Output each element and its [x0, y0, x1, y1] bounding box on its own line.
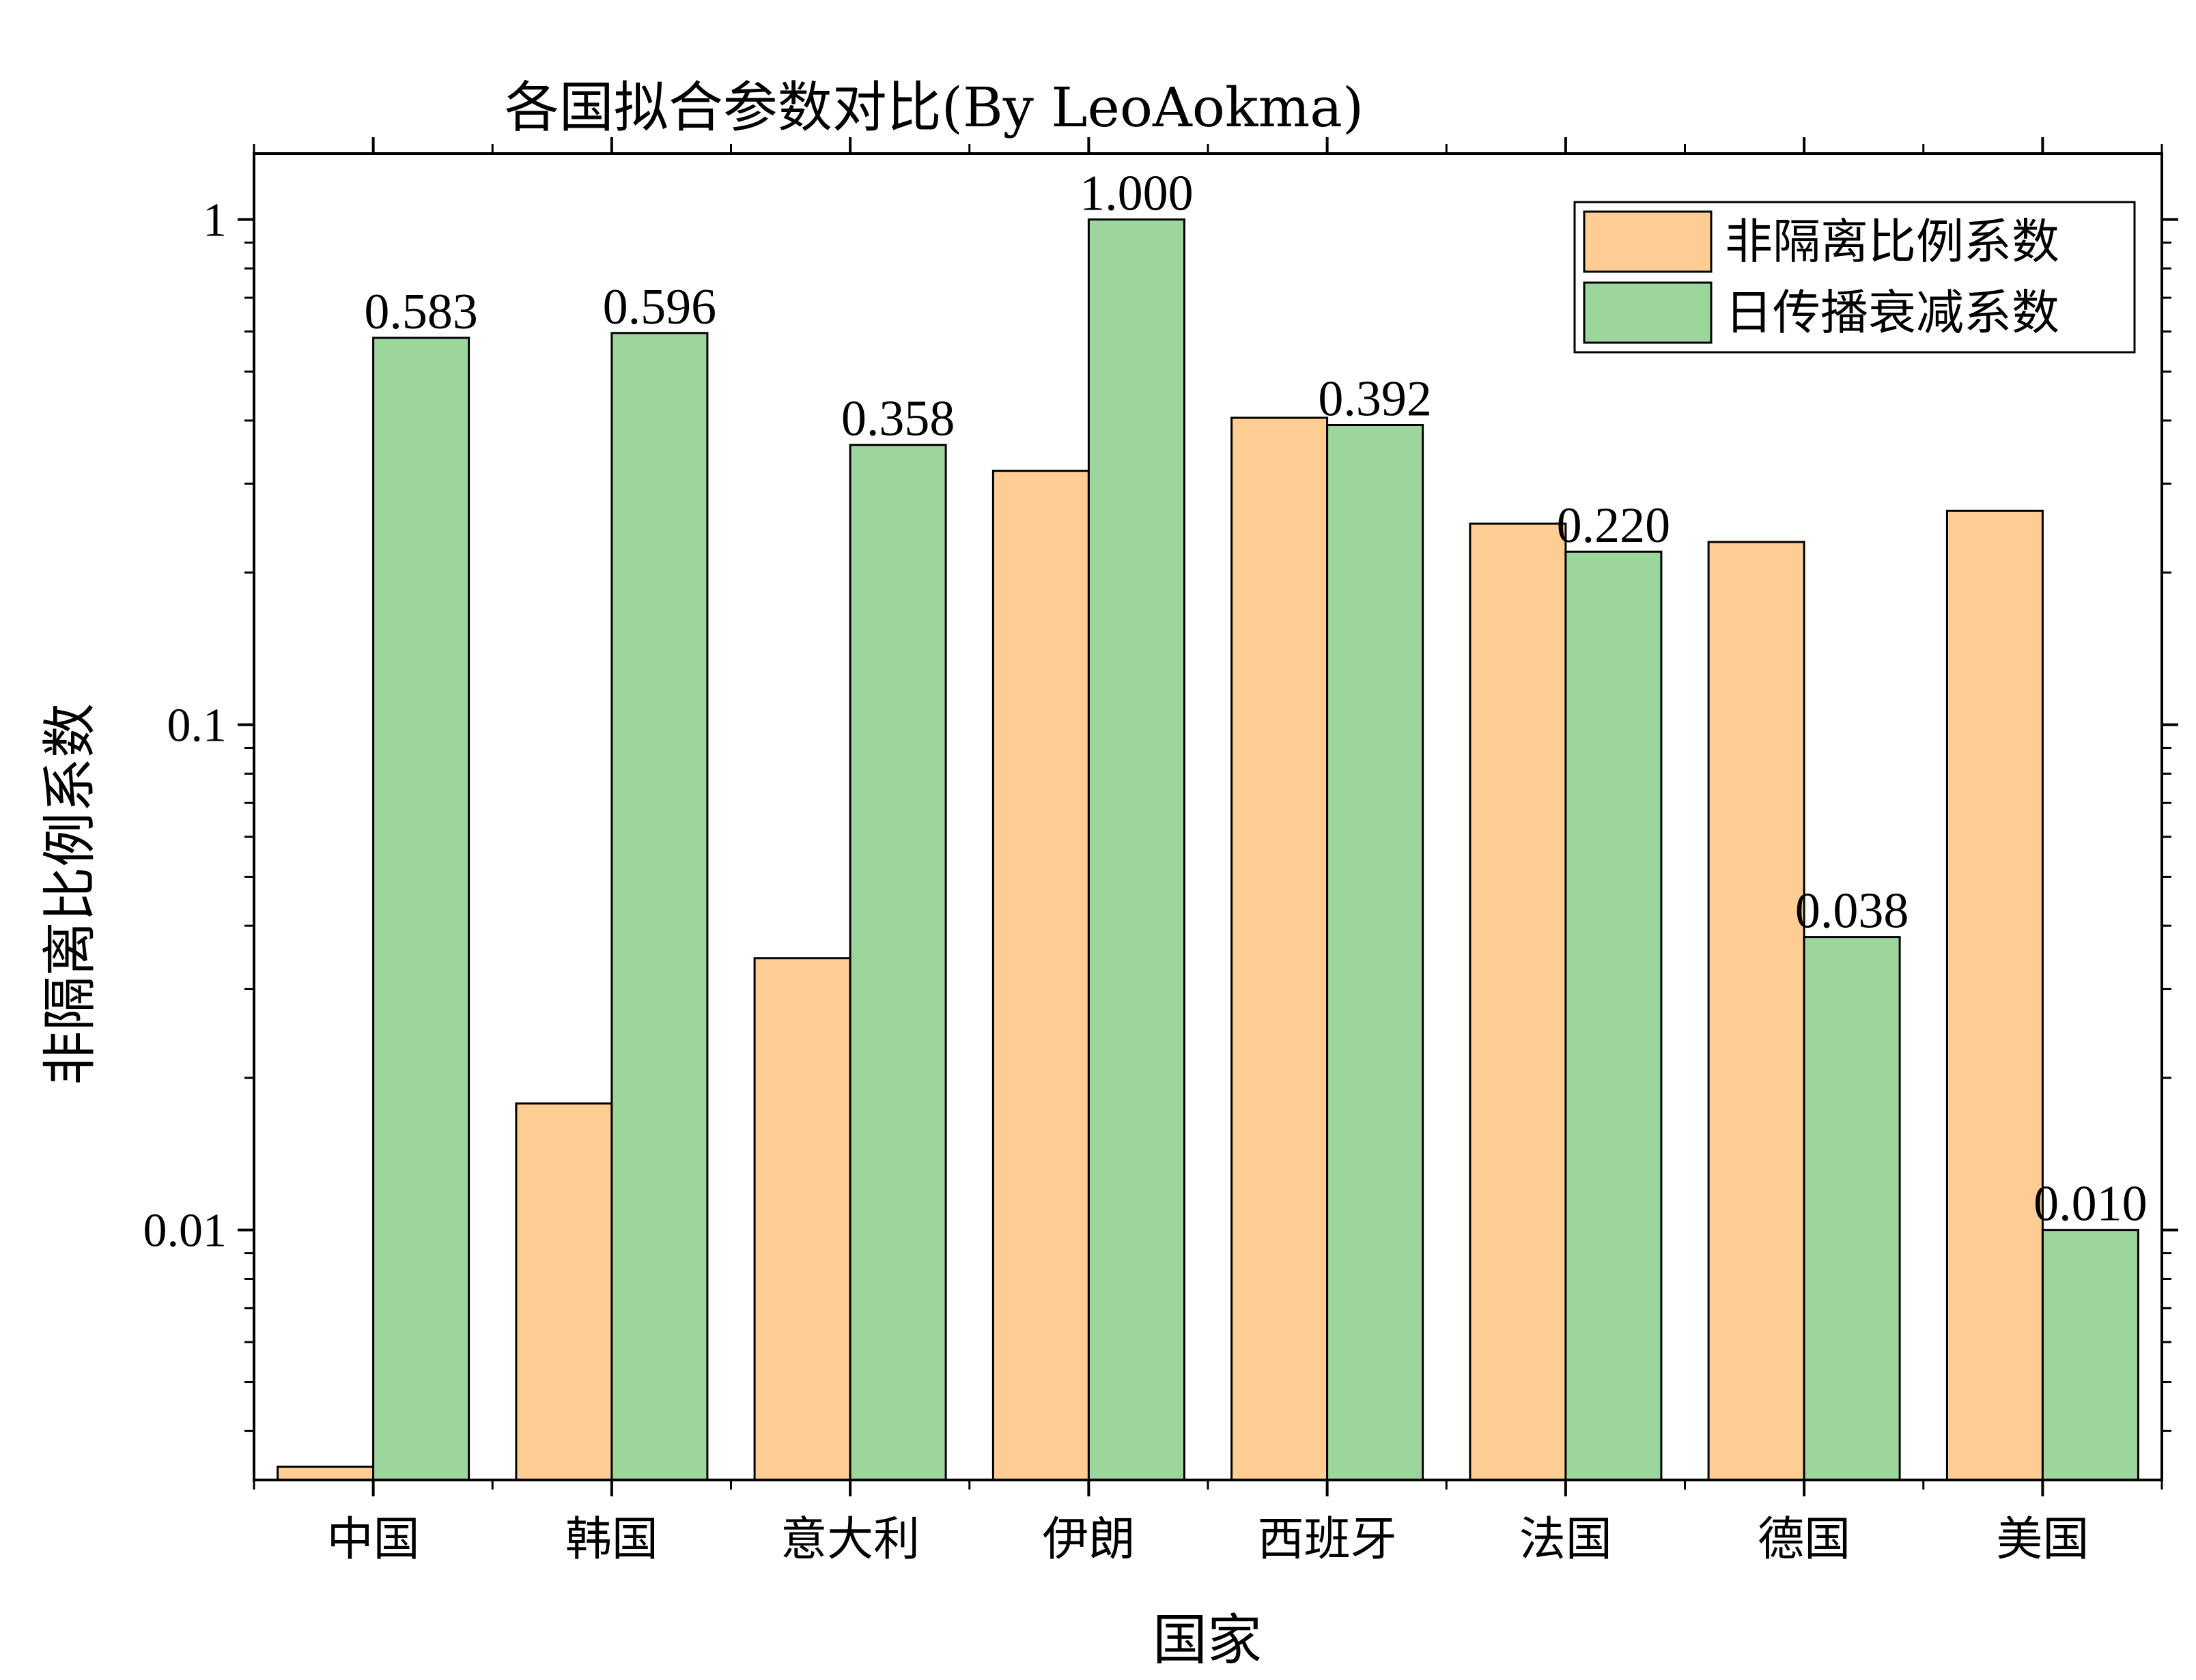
y-tick-label: 0.1	[167, 700, 227, 752]
bar-nonisolation-7	[1945, 509, 2044, 1481]
bar-daily-decay-5	[1564, 550, 1663, 1481]
y-axis-title: 非隔离比例系数	[38, 703, 102, 1085]
y-tick-label: 1	[203, 194, 227, 246]
data-label-2: 0.358	[841, 391, 955, 447]
data-label-7: 0.010	[2033, 1176, 2148, 1232]
x-axis-title: 国家	[1153, 1608, 1262, 1672]
bar-nonisolation-5	[1469, 522, 1567, 1481]
bar-daily-decay-1	[610, 332, 709, 1481]
x-tick-label-2: 意大利	[780, 1513, 920, 1567]
x-tick-label-7: 美国	[1996, 1513, 2089, 1567]
x-tick-label-6: 德国	[1758, 1513, 1850, 1567]
bar-nonisolation-2	[753, 957, 851, 1481]
axes-layer: 0.01 0.1 1 中国 韩国 意大利 伊朗 西班牙 法国 德国 美国	[143, 137, 2178, 1567]
data-label-0: 0.583	[364, 284, 478, 340]
bar-daily-decay-4	[1326, 424, 1424, 1481]
y-tick-label: 0.01	[143, 1205, 227, 1257]
x-tick-label-4: 西班牙	[1258, 1513, 1397, 1567]
bar-daily-decay-7	[2041, 1229, 2139, 1481]
bar-nonisolation-0	[277, 1466, 375, 1481]
legend-label-1: 日传播衰减系数	[1725, 285, 2059, 341]
bar-daily-decay-2	[849, 444, 947, 1481]
bar-nonisolation-3	[991, 470, 1090, 1481]
x-tick-label-5: 法国	[1519, 1513, 1612, 1567]
x-tick-label-1: 韩国	[565, 1513, 658, 1567]
bar-nonisolation-1	[515, 1102, 613, 1481]
data-label-6: 0.038	[1795, 883, 1909, 939]
data-label-5: 0.220	[1557, 498, 1671, 554]
bar-daily-decay-0	[372, 337, 470, 1481]
data-label-1: 0.596	[603, 279, 717, 335]
bars-layer	[277, 218, 2139, 1481]
data-labels-layer: 0.583 0.596 0.358 1.000 0.392 0.220 0.038 0.010	[364, 166, 2147, 1232]
bar-nonisolation-6	[1707, 541, 1805, 1481]
legend-swatch-0	[1583, 210, 1713, 273]
bar-daily-decay-3	[1087, 218, 1185, 1481]
bar-daily-decay-6	[1803, 936, 1901, 1481]
data-label-4: 0.392	[1318, 371, 1432, 427]
chart-title: 各国拟合参数对比(By LeoAokma)	[505, 76, 1364, 139]
x-tick-label-0: 中国	[327, 1513, 420, 1567]
bar-nonisolation-4	[1230, 416, 1329, 1481]
legend-swatch-1	[1583, 281, 1713, 344]
x-tick-label-3: 伊朗	[1042, 1513, 1135, 1567]
legend-label-0: 非隔离比例系数	[1725, 214, 2059, 270]
data-label-3: 1.000	[1080, 166, 1194, 222]
